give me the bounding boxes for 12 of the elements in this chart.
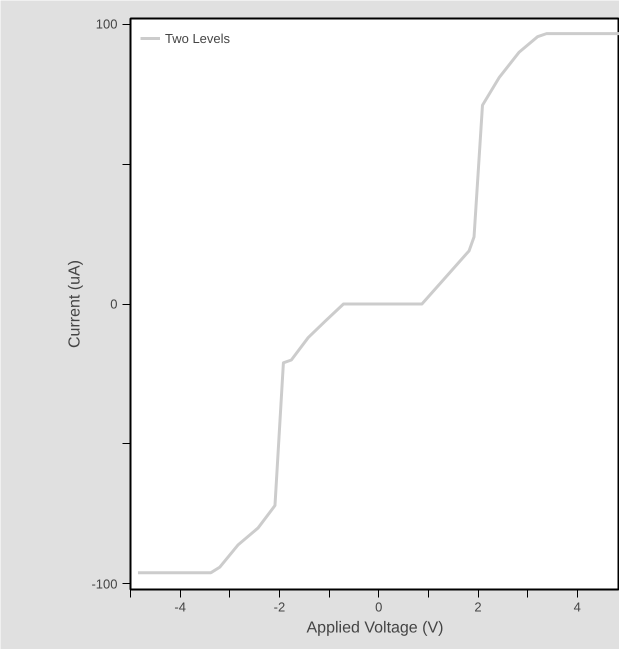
x-axis-title: Applied Voltage (V) xyxy=(306,620,444,636)
x-tick-label: -4 xyxy=(174,600,186,614)
x-tick-label: 4 xyxy=(574,600,581,614)
x-tick-label: -2 xyxy=(274,600,286,614)
y-tick-label: 100 xyxy=(96,16,118,32)
y-tick-label: -100 xyxy=(91,576,118,592)
x-tick-label: 0 xyxy=(375,600,382,614)
y-tick-label: 0 xyxy=(110,296,118,312)
y-axis-title: Current (uA) xyxy=(66,260,84,348)
line-series xyxy=(136,32,619,574)
legend-label: Two Levels xyxy=(165,30,230,46)
x-tick-label: 2 xyxy=(474,600,482,614)
